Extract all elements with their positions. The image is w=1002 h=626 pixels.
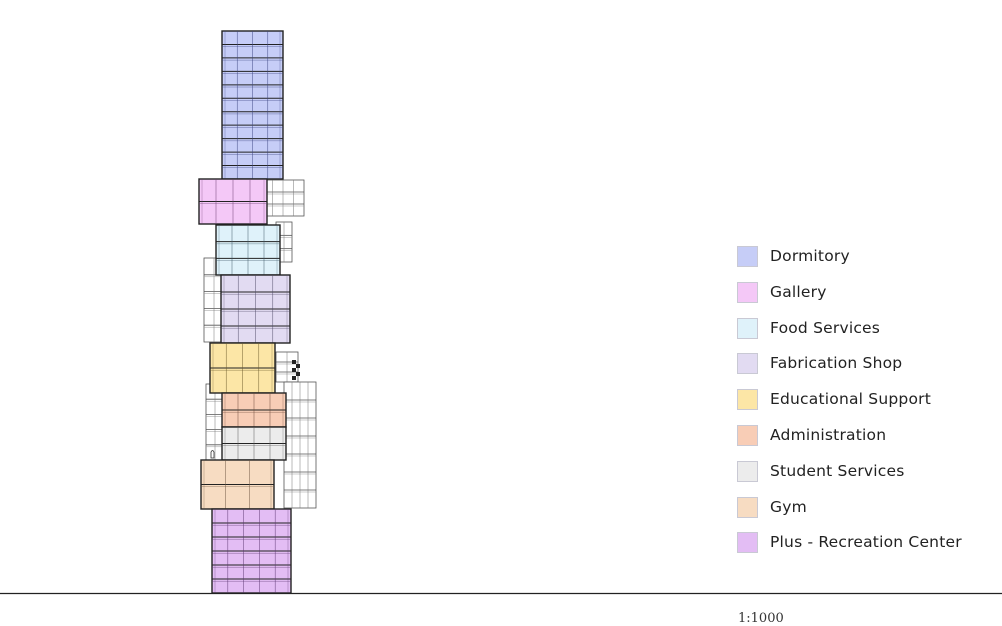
stair-detail [292, 360, 300, 380]
legend-label-plus: Plus - Recreation Center [770, 533, 962, 552]
legend-swatch-administration [737, 424, 758, 446]
food-services-volume [215, 224, 281, 276]
legend-swatch-food [737, 317, 758, 339]
legend-label-food: Food Services [770, 318, 881, 337]
legend-swatch-gallery [737, 281, 758, 303]
legend-label-educational: Educational Support [770, 390, 931, 409]
legend-label-gallery: Gallery [770, 282, 827, 301]
legend-label-gym: Gym [770, 497, 807, 516]
legend-swatch-plus [737, 532, 758, 554]
legend-swatch-educational [737, 389, 758, 411]
fabrication-shop-volume [220, 274, 291, 344]
legend-label-dormitory: Dormitory [770, 247, 850, 265]
legend-swatch-dormitory [737, 246, 758, 267]
legend-label-administration: Administration [770, 425, 887, 444]
legend-swatch-gym [737, 496, 758, 518]
footer-cropped-text: 1:1000 [738, 611, 784, 626]
legend-swatch-student [737, 460, 758, 482]
recreation-center-volume [211, 508, 292, 594]
gym-volume [200, 459, 275, 510]
student-services-volume [221, 426, 287, 461]
legend-label-fabrication: Fabrication Shop [770, 354, 903, 373]
gallery-volume [198, 178, 268, 225]
rooftop-fixture [210, 450, 215, 459]
legend-swatch-fabrication [737, 353, 758, 375]
legend-label-student: Student Services [770, 461, 905, 480]
frame-lower-right [283, 381, 317, 509]
program-volumes [198, 30, 300, 594]
dormitory-volume [221, 30, 284, 180]
educational-support-volume [209, 342, 276, 394]
frame-upper-right [261, 179, 305, 217]
administration-volume [221, 392, 287, 428]
